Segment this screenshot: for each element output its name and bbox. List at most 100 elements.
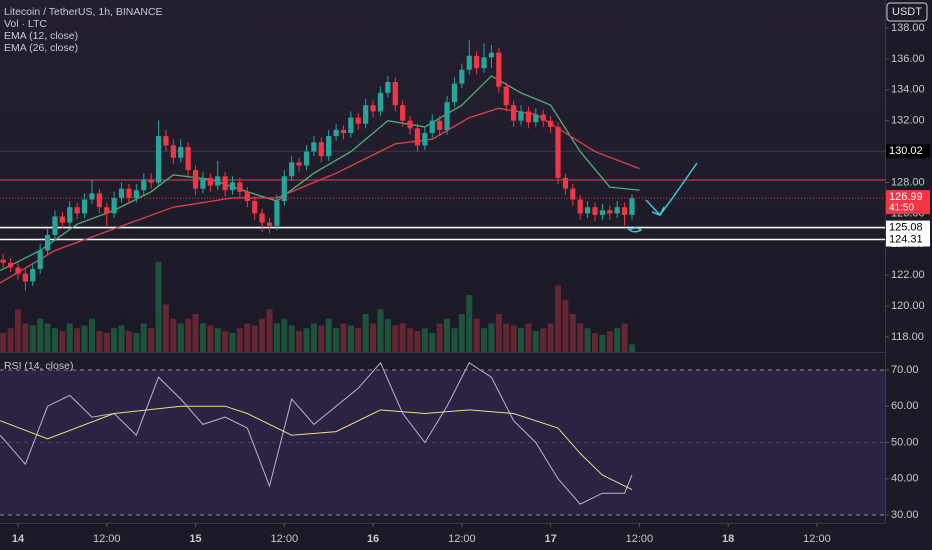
volume-bar	[74, 328, 81, 352]
candle-body	[178, 146, 184, 158]
candle-body	[562, 177, 569, 189]
x-tick-label: 15	[189, 533, 201, 545]
volume-bar	[310, 323, 317, 352]
candle-body	[185, 146, 191, 171]
volume-bar	[288, 325, 295, 352]
volume-bar	[66, 323, 73, 352]
volume-bar	[155, 261, 162, 352]
volume-bar	[362, 314, 369, 352]
volume-bar	[606, 331, 613, 352]
candle-body	[414, 128, 421, 146]
candle-body	[592, 207, 598, 215]
candle-body	[44, 235, 51, 251]
candle-body	[488, 52, 495, 58]
volume-bar	[377, 309, 384, 352]
x-tick-label: 12:00	[93, 533, 121, 545]
currency-badge[interactable]	[886, 2, 928, 22]
candle-body	[244, 191, 250, 202]
volume-bar	[392, 325, 399, 352]
candle-body	[118, 188, 125, 198]
volume-bar	[177, 323, 184, 352]
volume-bar	[614, 328, 621, 352]
y-tick-label: 136.00	[891, 53, 925, 65]
drawing-arrowhead	[651, 206, 665, 216]
x-tick-label: 12:00	[626, 533, 654, 545]
volume-bar	[628, 344, 635, 352]
volume-bar	[473, 318, 480, 352]
candle-body	[111, 197, 117, 214]
candle-body	[259, 213, 265, 223]
volume-bar	[140, 323, 147, 352]
candle-body	[533, 114, 539, 123]
volume-bar	[22, 323, 29, 352]
candle-body	[474, 55, 480, 69]
candle-body	[163, 136, 169, 146]
candle-body	[444, 102, 450, 130]
volume-bar	[340, 323, 347, 352]
y-tick-label: 50.00	[891, 436, 919, 448]
candle-body	[148, 179, 154, 183]
volume-bar	[333, 328, 340, 352]
volume-bar	[318, 325, 325, 352]
volume-bar	[451, 328, 458, 352]
y-tick-label: 134.00	[891, 84, 925, 96]
chart-title: Litecoin / TetherUS, 1h, BINANCE	[4, 6, 163, 18]
volume-bar	[296, 331, 303, 352]
volume-bar	[503, 323, 510, 352]
y-tick-label: 128.00	[891, 176, 925, 188]
candle-body	[0, 259, 6, 263]
volume-bar	[88, 318, 95, 352]
candle-body	[200, 177, 206, 189]
level-label: 124.31	[889, 233, 923, 245]
volume-bar	[495, 314, 502, 352]
rsi-line	[0, 405, 633, 491]
candle-body	[303, 151, 310, 166]
candle-body	[37, 250, 43, 270]
volume-bar	[162, 304, 169, 352]
candle-body	[96, 193, 102, 208]
candle-body	[207, 177, 213, 186]
y-tick-label: 118.00	[891, 331, 924, 343]
candle-body	[59, 216, 65, 223]
candle-body	[192, 170, 199, 189]
x-tick-label: 12:00	[803, 533, 831, 545]
volume-bar	[569, 314, 576, 352]
candle-body	[496, 52, 502, 87]
volume-bar	[436, 323, 443, 352]
drawing-mark	[627, 227, 643, 233]
candle-body	[629, 198, 635, 215]
candle-body	[7, 262, 14, 268]
last-price-label: 126.99	[889, 191, 923, 203]
candle-body	[370, 105, 376, 112]
currency-label[interactable]: USDT	[892, 6, 922, 18]
volume-bar	[592, 333, 599, 352]
y-tick-label: 40.00	[891, 473, 919, 485]
volume-bar	[81, 325, 88, 352]
x-tick-label: 12:00	[271, 533, 299, 545]
x-tick-label: 14	[12, 533, 25, 545]
volume-bar	[525, 323, 532, 352]
candle-body	[548, 120, 554, 127]
y-tick-label: 30.00	[891, 509, 919, 521]
candle-body	[30, 269, 36, 282]
volume-bar	[29, 325, 36, 352]
volume-bar	[14, 309, 21, 352]
candle-body	[133, 190, 139, 198]
volume-bar	[51, 328, 58, 352]
level-badge	[886, 144, 930, 159]
candle-body	[570, 188, 576, 200]
volume-bar	[222, 331, 229, 352]
y-tick-label: 70.00	[891, 364, 919, 376]
volume-bar	[148, 328, 155, 352]
y-tick-label: 122.00	[891, 269, 925, 281]
volume-bar	[621, 323, 628, 352]
volume-bar	[325, 318, 332, 352]
volume-bar	[44, 323, 51, 352]
volume-bar	[355, 328, 362, 352]
candle-body	[252, 201, 258, 214]
x-tick-label: 18	[722, 533, 734, 545]
candle-body	[377, 92, 384, 112]
rsi-legend: RSI (14, close)	[4, 360, 73, 372]
volume-bar	[577, 323, 584, 352]
volume-bar	[384, 318, 391, 352]
